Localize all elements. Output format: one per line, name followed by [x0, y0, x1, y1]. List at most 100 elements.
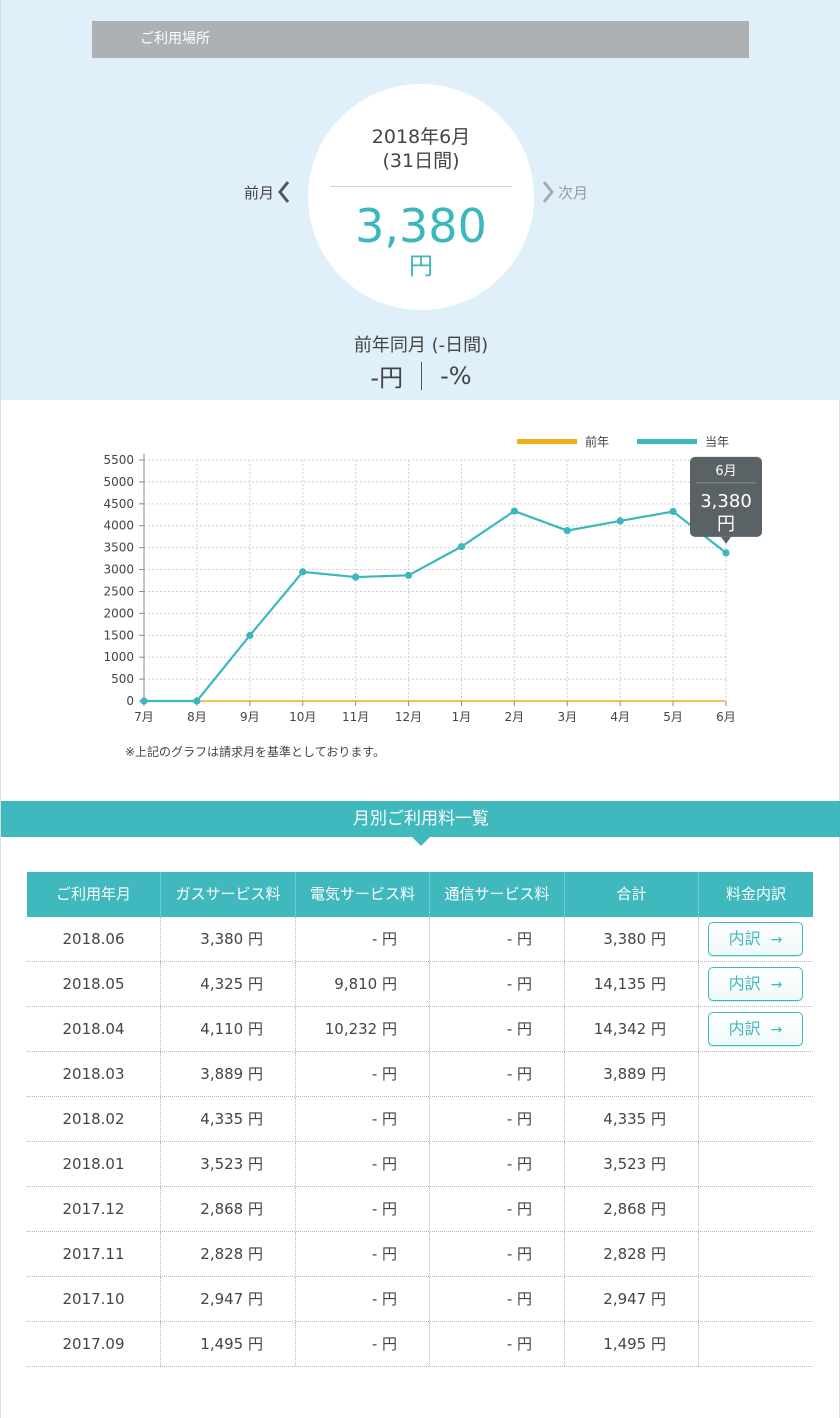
data-point	[616, 517, 624, 525]
data-point	[193, 697, 201, 705]
billing-days: (31日間)	[382, 150, 460, 172]
divider	[330, 186, 512, 187]
x-tick-label: 7月	[134, 710, 154, 724]
chart-note: ※上記のグラフは請求月を基準としております。	[125, 745, 386, 759]
legend-swatch	[637, 439, 697, 444]
cell-month: 2018.01	[27, 1142, 161, 1186]
cell-total: 2,868 円	[565, 1187, 699, 1231]
cell-total: 14,342 円	[565, 1007, 699, 1051]
cell-total: 3,889 円	[565, 1052, 699, 1096]
chevron-left-icon	[278, 181, 290, 203]
section-arrow	[411, 836, 431, 846]
cell-month: 2017.12	[27, 1187, 161, 1231]
legend-label: 前年	[585, 434, 609, 449]
table-row: 2018.01 3,523 円- 円- 円 3,523 円	[27, 1142, 813, 1187]
cell-total: 3,523 円	[565, 1142, 699, 1186]
cell-electric: - 円	[296, 1277, 430, 1321]
x-tick-label: 8月	[187, 710, 207, 724]
y-tick-label: 1000	[103, 650, 134, 664]
detail-button-label: 内訳	[728, 929, 761, 948]
x-tick-label: 1月	[452, 710, 472, 724]
y-tick-label: 5500	[103, 453, 134, 467]
cell-electric: - 円	[296, 1052, 430, 1096]
table-row: 2018.05 4,325 円 9,810 円- 円 14,135 円 内訳 →	[27, 962, 813, 1007]
cell-telecom: - 円	[430, 1142, 565, 1186]
next-month-button[interactable]: 次月	[541, 180, 588, 204]
cell-detail: 内訳 →	[699, 962, 813, 1006]
detail-button-label: 内訳	[728, 1019, 761, 1038]
y-tick-label: 4000	[103, 519, 134, 533]
cell-gas: 2,947 円	[161, 1277, 296, 1321]
monthly-table: ご利用年月 ガスサービス料 電気サービス料 通信サービス料 合計 料金内訳 20…	[27, 872, 813, 1367]
cell-month: 2018.06	[27, 917, 161, 961]
y-tick-label: 3000	[103, 563, 134, 577]
cell-electric: - 円	[296, 1187, 430, 1231]
table-row: 2018.03 3,889 円- 円- 円 3,889 円	[27, 1052, 813, 1097]
cell-gas: 3,523 円	[161, 1142, 296, 1186]
arrow-right-icon: →	[770, 977, 783, 993]
cell-total: 3,380 円	[565, 917, 699, 961]
data-point	[563, 526, 571, 535]
billing-month: 2018年6月	[371, 126, 471, 148]
location-label: ご利用場所	[92, 21, 749, 58]
cell-telecom: - 円	[430, 1322, 565, 1366]
cell-total: 1,495 円	[565, 1322, 699, 1366]
detail-button-label: 内訳	[728, 974, 761, 993]
detail-button[interactable]: 内訳 →	[708, 922, 803, 956]
cell-telecom: - 円	[430, 1187, 565, 1231]
cell-month: 2017.10	[27, 1277, 161, 1321]
table-row: 2018.02 4,335 円- 円- 円 4,335 円	[27, 1097, 813, 1142]
cell-month: 2018.04	[27, 1007, 161, 1051]
data-point	[352, 573, 360, 581]
cell-gas: 1,495 円	[161, 1322, 296, 1366]
cell-electric: 9,810 円	[296, 962, 430, 1006]
y-tick-label: 2000	[103, 606, 134, 620]
cell-electric: - 円	[296, 1322, 430, 1366]
cell-telecom: - 円	[430, 1052, 565, 1096]
prev-month-button[interactable]: 前月	[244, 180, 291, 204]
section-title: 月別ご利用料一覧	[1, 801, 840, 837]
header-month: ご利用年月	[27, 872, 161, 917]
x-tick-label: 9月	[240, 710, 260, 724]
cell-telecom: - 円	[430, 962, 565, 1006]
cell-detail	[699, 1097, 813, 1141]
series-line-current	[144, 509, 727, 703]
data-point	[669, 507, 677, 516]
detail-button[interactable]: 内訳 →	[708, 1012, 803, 1046]
amount-circle: 2018年6月 (31日間) 3,380 円	[308, 84, 534, 310]
detail-button[interactable]: 内訳 →	[708, 967, 803, 1001]
header-gas: ガスサービス料	[161, 872, 296, 917]
compare-percent: -%	[440, 361, 472, 390]
cell-telecom: - 円	[430, 1277, 565, 1321]
prev-month-label: 前月	[244, 183, 275, 202]
x-tick-label: 3月	[557, 710, 577, 724]
billing-unit: 円	[409, 252, 433, 280]
data-point	[510, 507, 518, 515]
tooltip-value: 3,380	[700, 491, 752, 512]
x-tick-label: 2月	[505, 710, 525, 724]
cell-detail	[699, 1232, 813, 1276]
cell-month: 2018.05	[27, 962, 161, 1006]
cell-detail: 内訳 →	[699, 917, 813, 961]
x-tick-label: 6月	[716, 710, 736, 724]
table-row: 2018.04 4,110 円 10,232 円- 円 14,342 円 内訳 →	[27, 1007, 813, 1052]
cell-gas: 3,380 円	[161, 917, 296, 961]
cell-telecom: - 円	[430, 917, 565, 961]
arrow-right-icon: →	[770, 932, 783, 948]
cell-telecom: - 円	[430, 1232, 565, 1276]
cell-detail: 内訳 →	[699, 1007, 813, 1051]
cell-detail	[699, 1322, 813, 1366]
cell-telecom: - 円	[430, 1007, 565, 1051]
data-point	[722, 549, 730, 557]
cell-electric: - 円	[296, 1232, 430, 1276]
next-month-label: 次月	[558, 183, 589, 202]
compare-separator	[421, 361, 423, 390]
legend-label: 当年	[705, 435, 729, 449]
header-total: 合計	[565, 872, 699, 917]
table-row: 2017.12 2,868 円- 円- 円 2,868 円	[27, 1187, 813, 1232]
data-point	[457, 543, 466, 551]
cell-telecom: - 円	[430, 1097, 565, 1141]
cell-gas: 2,828 円	[161, 1232, 296, 1276]
cell-detail	[699, 1052, 813, 1096]
x-tick-label: 11月	[342, 710, 369, 724]
